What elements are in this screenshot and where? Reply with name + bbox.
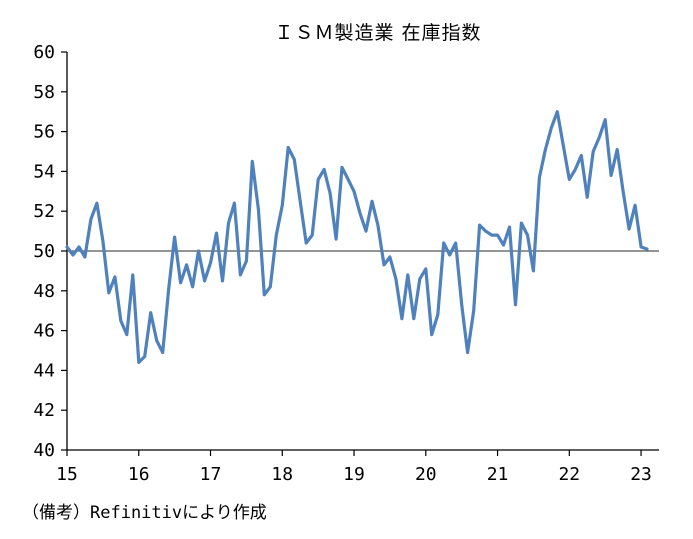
y-tick-label: 46 <box>33 321 55 342</box>
source-note: （備考）Refinitivにより作成 <box>22 503 267 523</box>
chart-title: ＩＳＭ製造業 在庫指数 <box>274 22 481 44</box>
series-line <box>65 110 649 364</box>
y-tick-label: 60 <box>33 42 55 63</box>
y-tick-label: 58 <box>33 82 55 103</box>
y-tick-label: 54 <box>33 161 55 182</box>
y-tick-label: 48 <box>33 281 55 302</box>
plot-area: 40 42 44 46 48 50 52 54 56 58 60 15 16 17 18 19 20 21 22 23 <box>33 42 659 485</box>
x-tick-label: 23 <box>630 464 652 485</box>
x-tick-label: 21 <box>487 464 509 485</box>
y-tick-label: 40 <box>33 440 55 461</box>
y-tick-label: 52 <box>33 201 55 222</box>
x-tick-label: 22 <box>558 464 580 485</box>
y-tick-label: 56 <box>33 122 55 143</box>
x-tick-label: 18 <box>271 464 293 485</box>
y-tick-label: 50 <box>33 241 55 262</box>
x-tick-label: 15 <box>56 464 78 485</box>
x-tick-label: 19 <box>343 464 365 485</box>
y-tick-label: 44 <box>33 360 55 381</box>
x-tick-label: 16 <box>128 464 150 485</box>
x-tick-label: 17 <box>200 464 222 485</box>
y-tick-label: 42 <box>33 400 55 421</box>
x-tick-label: 20 <box>415 464 437 485</box>
